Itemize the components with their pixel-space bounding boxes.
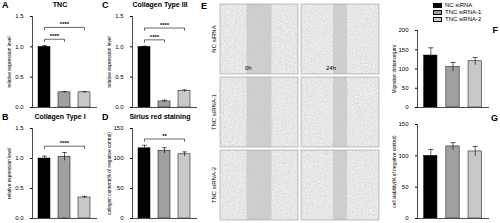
html-text:Collagen Type I: Collagen Type I xyxy=(34,113,86,120)
html-text:Sirius red staining: Sirius red staining xyxy=(129,113,191,120)
svg-text:100: 100 xyxy=(398,66,409,72)
svg-text:0: 0 xyxy=(405,215,409,221)
svg-text:****: **** xyxy=(160,22,170,28)
html-text:G: G xyxy=(491,113,498,123)
svg-text:150: 150 xyxy=(398,47,409,53)
svg-text:relative expression level: relative expression level xyxy=(7,36,12,87)
svg-text:24h: 24h xyxy=(326,65,336,71)
html-text:NC siRNA: NC siRNA xyxy=(445,2,473,8)
html-text:A: A xyxy=(2,0,9,10)
svg-text:50: 50 xyxy=(402,85,409,91)
html-text:D: D xyxy=(102,112,109,122)
html-text:F: F xyxy=(492,25,498,35)
svg-text:150: 150 xyxy=(398,121,409,127)
svg-text:0.0: 0.0 xyxy=(15,215,24,221)
svg-text:TNC siRNA-1: TNC siRNA-1 xyxy=(211,93,217,130)
html-text:Collagen Type III: Collagen Type III xyxy=(132,1,188,8)
svg-text:NC siRNA: NC siRNA xyxy=(211,25,217,52)
svg-text:relative expression level: relative expression level xyxy=(7,148,12,199)
svg-text:1.0: 1.0 xyxy=(15,44,24,50)
html-text:TNC: TNC xyxy=(52,1,68,8)
svg-text:0h: 0h xyxy=(245,65,252,71)
svg-text:100: 100 xyxy=(113,155,124,161)
svg-text:E: E xyxy=(201,1,207,11)
svg-text:0.5: 0.5 xyxy=(15,185,24,191)
svg-text:****: **** xyxy=(60,21,70,27)
svg-text:0.0: 0.0 xyxy=(15,104,24,110)
svg-text:150: 150 xyxy=(113,125,124,131)
svg-text:**: ** xyxy=(162,133,167,139)
svg-text:0.5: 0.5 xyxy=(15,74,24,80)
svg-text:relative expression level: relative expression level xyxy=(107,36,112,87)
svg-text:200: 200 xyxy=(398,27,409,33)
svg-text:TNC siRNA-2: TNC siRNA-2 xyxy=(211,166,217,203)
html-text:TNC siRNA-1: TNC siRNA-1 xyxy=(445,9,482,15)
svg-text:1.0: 1.0 xyxy=(15,155,24,161)
svg-text:0.0: 0.0 xyxy=(115,104,124,110)
html-text:TNC siRNA-2: TNC siRNA-2 xyxy=(445,16,482,22)
svg-text:****: **** xyxy=(50,33,60,39)
html-text:B: B xyxy=(2,112,9,122)
svg-text:Migration distance(μm): Migration distance(μm) xyxy=(392,44,397,93)
svg-text:1.0: 1.0 xyxy=(115,44,124,50)
svg-text:1.5: 1.5 xyxy=(15,13,24,19)
svg-text:1.5: 1.5 xyxy=(15,125,24,131)
svg-text:cell viability(% of negative c: cell viability(% of negative control) xyxy=(392,135,397,208)
svg-text:****: **** xyxy=(60,140,70,146)
svg-text:0: 0 xyxy=(405,104,409,110)
svg-text:1.5: 1.5 xyxy=(115,13,124,19)
svg-text:****: **** xyxy=(150,34,160,40)
svg-text:0.5: 0.5 xyxy=(115,74,124,80)
svg-text:collagen content(% of negative: collagen content(% of negative control) xyxy=(107,132,112,215)
svg-text:50: 50 xyxy=(117,185,124,191)
html-text:C: C xyxy=(102,0,109,10)
svg-text:100: 100 xyxy=(398,153,409,159)
svg-text:50: 50 xyxy=(402,184,409,190)
svg-text:0: 0 xyxy=(120,215,124,221)
